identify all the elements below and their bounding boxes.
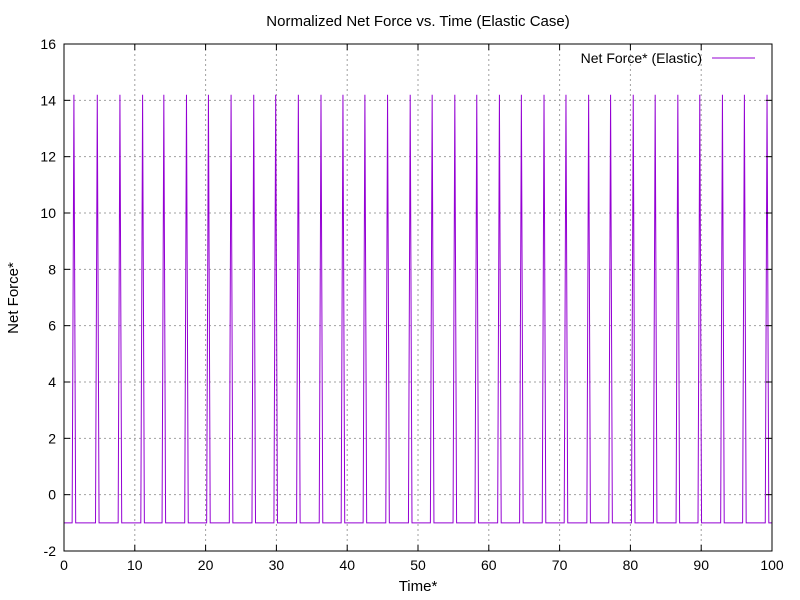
y-tick-label: 0 [48, 487, 56, 503]
y-tick-label: 4 [48, 374, 56, 390]
y-tick-label: 14 [40, 92, 56, 108]
x-axis-title: Time* [399, 578, 438, 595]
x-tick-label: 10 [127, 557, 143, 573]
legend-label: Net Force* (Elastic) [581, 50, 702, 66]
x-tick-label: 70 [552, 557, 568, 573]
x-tick-label: 90 [693, 557, 709, 573]
y-axis-title: Net Force* [5, 262, 22, 334]
legend: Net Force* (Elastic) [581, 50, 755, 66]
series-layer [64, 94, 772, 524]
x-tick-label: 0 [60, 557, 68, 573]
x-tick-label: 50 [410, 557, 426, 573]
y-tick-label: -2 [44, 543, 57, 559]
x-tick-label: 60 [481, 557, 497, 573]
y-tick-label: 8 [48, 261, 56, 277]
x-tick-label: 100 [760, 557, 784, 573]
y-tick-label: 12 [40, 149, 56, 165]
x-tick-label: 30 [269, 557, 285, 573]
y-tick-label: 10 [40, 205, 56, 221]
y-tick-label: 6 [48, 318, 56, 334]
x-tick-label: 40 [339, 557, 355, 573]
x-tick-label: 20 [198, 557, 214, 573]
x-tick-label: 80 [623, 557, 639, 573]
chart-title: Normalized Net Force vs. Time (Elastic C… [266, 13, 569, 30]
y-tick-label: 16 [40, 36, 56, 52]
series-line-net-force-elastic [64, 94, 772, 524]
y-tick-label: 2 [48, 430, 56, 446]
